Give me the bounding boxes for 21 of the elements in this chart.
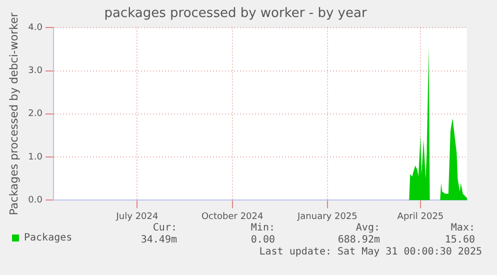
- text: 15.60: [444, 234, 475, 246]
- text: Avg:: [356, 222, 380, 234]
- text: Cur:: [152, 222, 177, 234]
- text: 688.92m: [338, 234, 380, 246]
- x-tick-label: April 2025: [397, 212, 444, 222]
- text: 0.00: [250, 234, 275, 246]
- y-tick-label: 0.0: [28, 196, 43, 206]
- y-tick-label: 1.0: [28, 152, 43, 162]
- text: Last update: Sat May 31 00:00:30 2025: [259, 246, 482, 258]
- text: Max:: [450, 222, 475, 234]
- y-tick-label: 4.0: [28, 22, 43, 33]
- legend-label: Packages: [24, 232, 72, 244]
- x-tick-label: January 2025: [296, 212, 358, 222]
- chart-title: packages processed by worker - by year: [104, 6, 368, 22]
- x-tick-label: July 2024: [115, 212, 158, 222]
- y-tick-label: 2.0: [28, 109, 43, 120]
- text: Min:: [250, 222, 275, 234]
- x-tick-label: October 2024: [201, 212, 264, 222]
- text: 34.49m: [140, 234, 177, 246]
- y-axis-title: Packages processed by debci-worker: [7, 12, 20, 216]
- y-tick-label: 3.0: [28, 66, 43, 76]
